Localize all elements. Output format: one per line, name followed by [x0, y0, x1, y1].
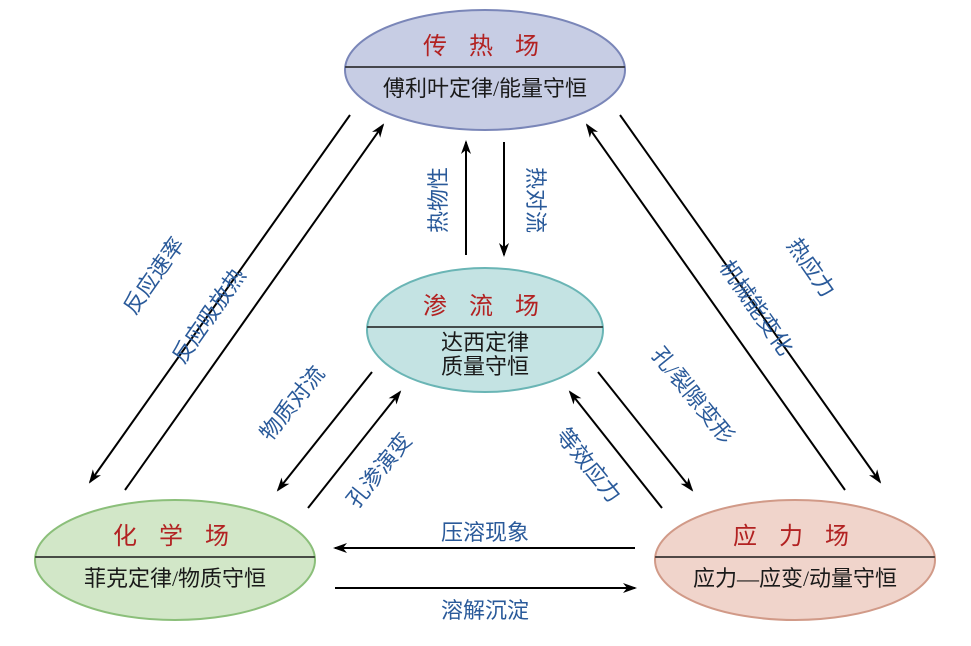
heat-title: 传 热 场 [423, 33, 547, 60]
heat_chem-b-arrow [125, 125, 383, 490]
heat-node: 传 热 场傅利叶定律/能量守恒 [345, 10, 625, 130]
seep-title: 渗 流 场 [423, 293, 547, 320]
seep-subtitle2: 质量守恒 [441, 354, 529, 379]
heat_chem-b-label: 反应吸放热 [167, 263, 251, 367]
heat_chem-a-label: 反应速率 [118, 232, 189, 318]
stress-subtitle: 应力—应变/动量守恒 [693, 566, 897, 591]
heat_seep-b-label: 热对流 [523, 167, 548, 233]
chem-title: 化 学 场 [113, 523, 237, 550]
heat_stress-a-label: 热应力 [782, 233, 840, 301]
heat_stress-b-label: 机械能变化 [714, 255, 798, 359]
stress-node: 应 力 场应力—应变/动量守恒 [655, 500, 935, 620]
chem-node: 化 学 场菲克定律/物质守恒 [35, 500, 315, 620]
seep_stress-a-label: 孔/裂隙变形 [647, 342, 740, 448]
seep_stress-b-label: 等效应力 [551, 423, 626, 507]
chem_stress-a-label: 压溶现象 [441, 520, 529, 545]
chem_stress-b-label: 溶解沉淀 [441, 598, 529, 623]
seep_chem-a-label: 物质对流 [255, 361, 330, 445]
seep-subtitle: 达西定律 [441, 330, 529, 355]
seep_chem-b-label: 孔渗演变 [342, 428, 417, 512]
heat-subtitle: 傅利叶定律/能量守恒 [383, 76, 587, 101]
heat_seep-a-label: 热物性 [426, 167, 451, 233]
chem-subtitle: 菲克定律/物质守恒 [84, 566, 266, 591]
stress-title: 应 力 场 [733, 523, 857, 550]
seep-node: 渗 流 场达西定律质量守恒 [367, 268, 603, 392]
